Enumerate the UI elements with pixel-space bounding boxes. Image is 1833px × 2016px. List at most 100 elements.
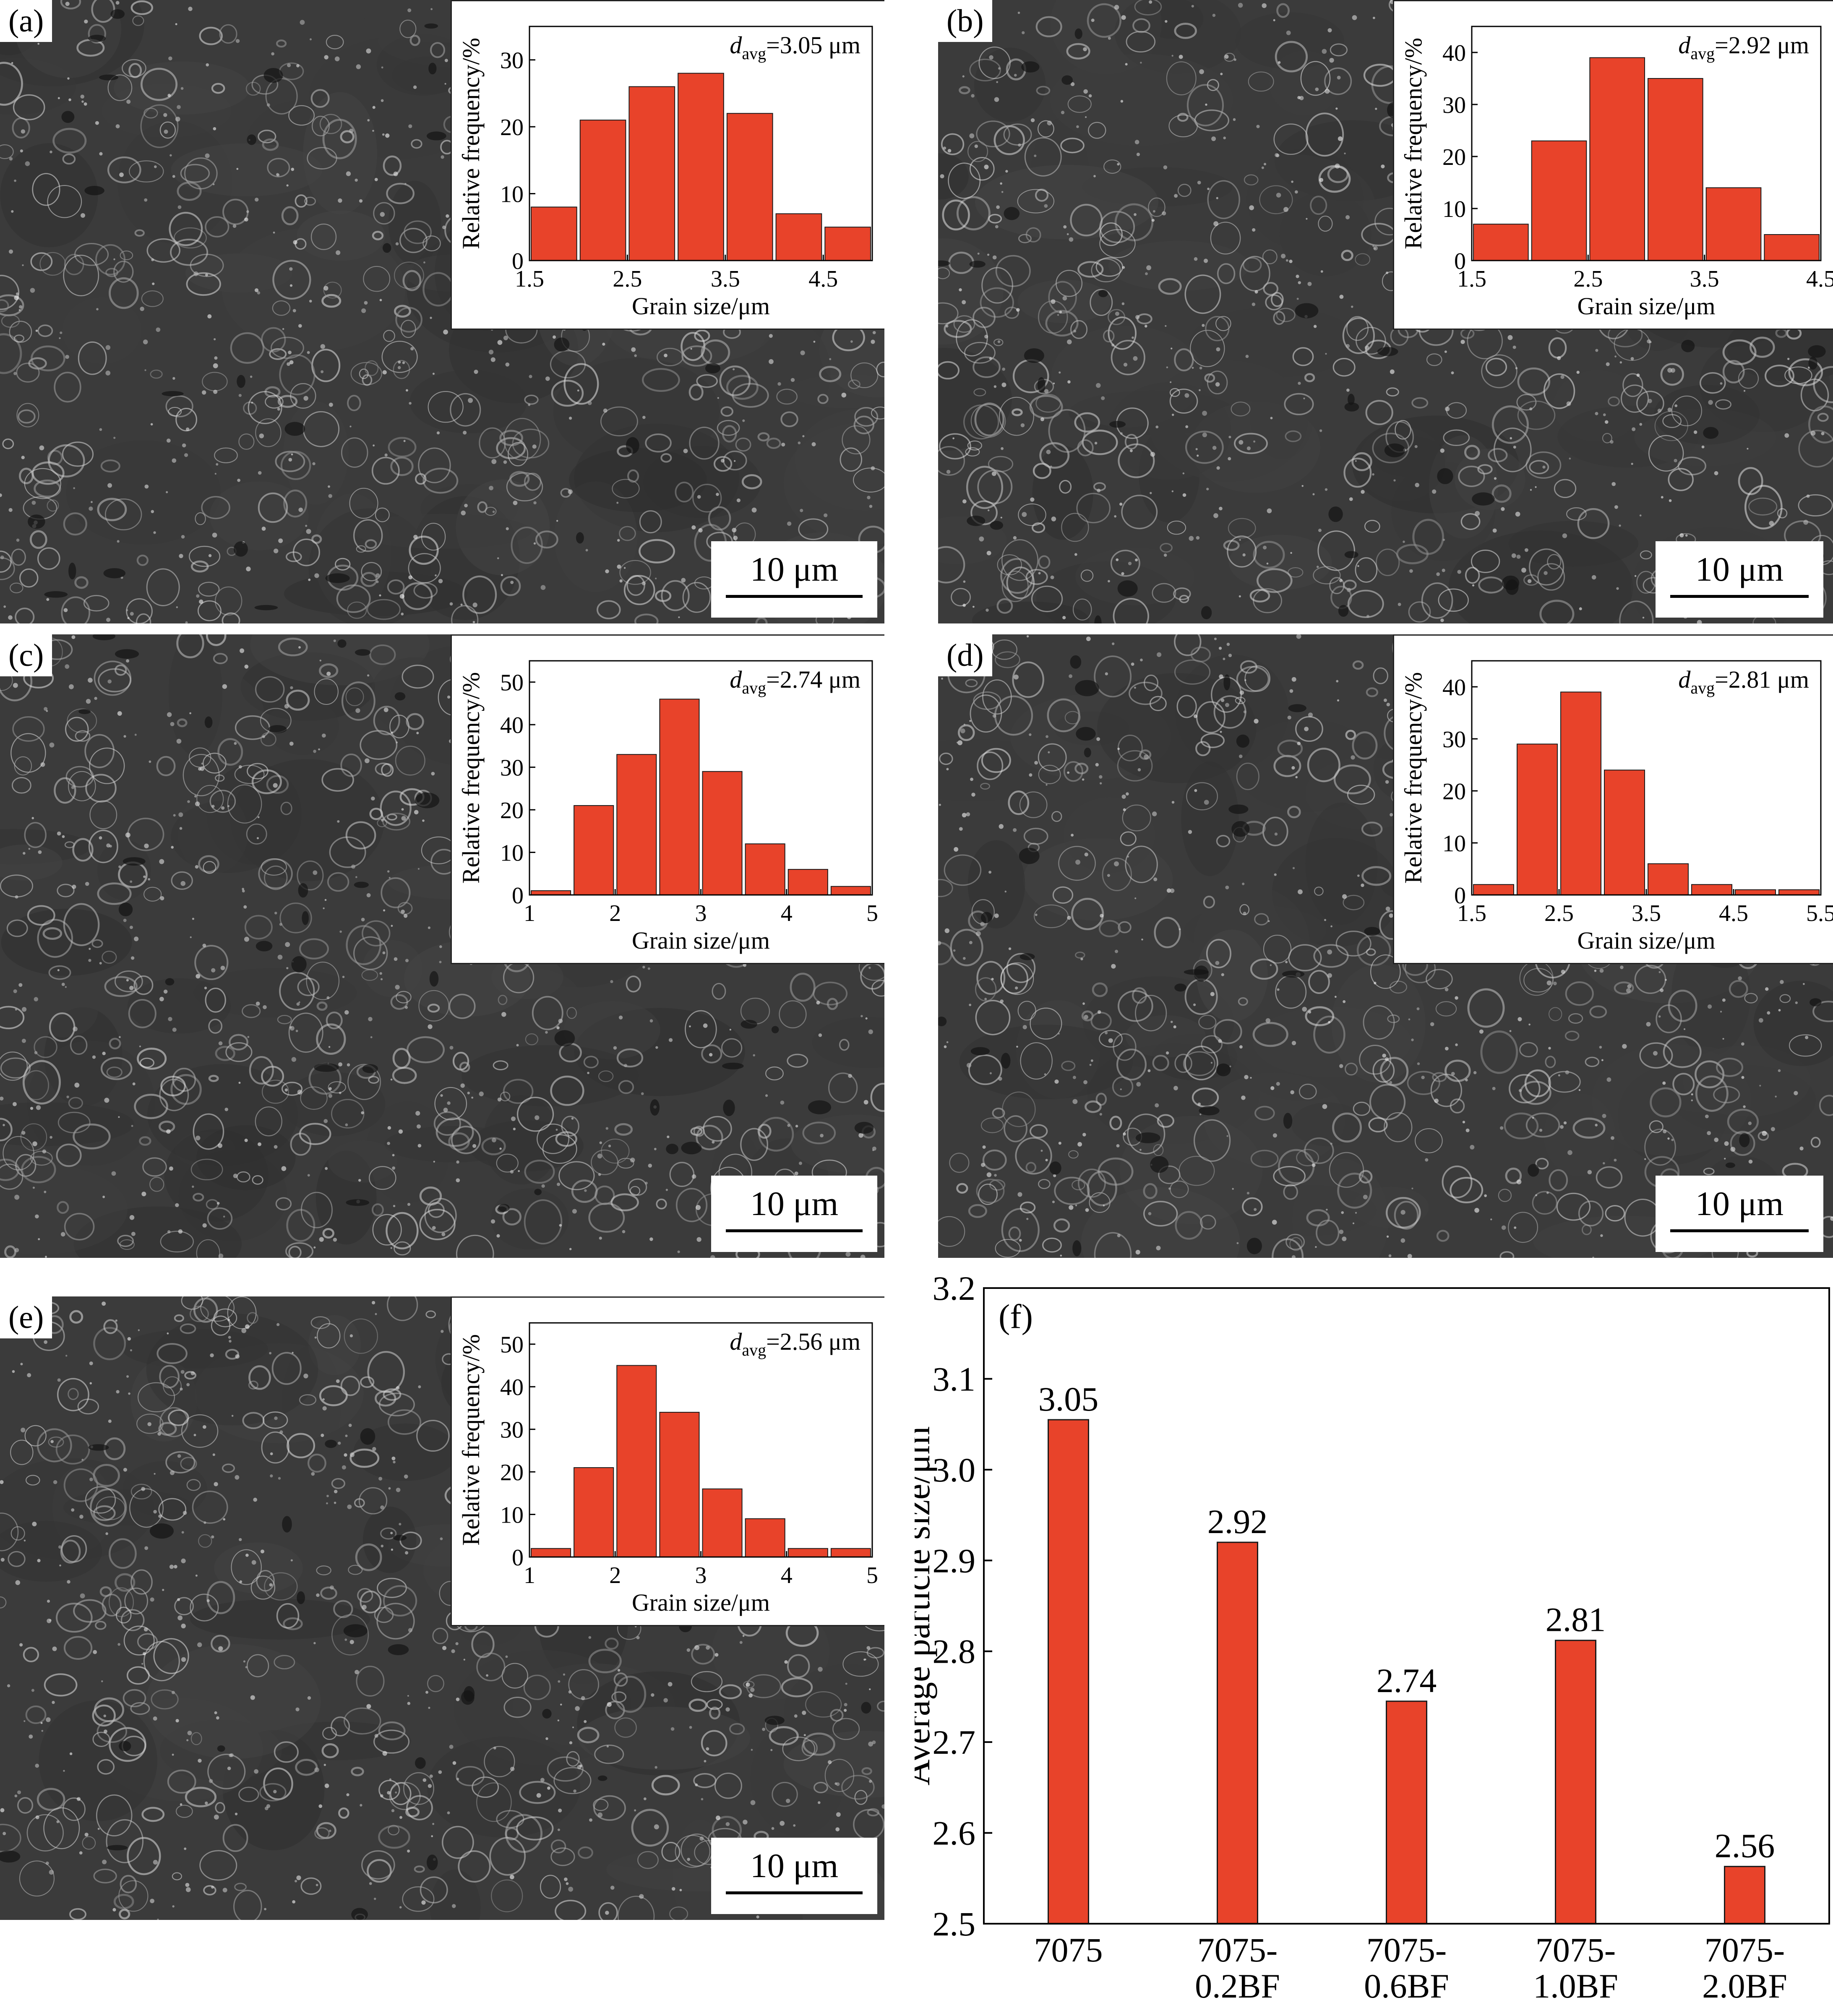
average-size-annotation: davg=2.74 μm — [730, 666, 860, 697]
y-tick-label: 2.8 — [933, 1633, 976, 1671]
histogram-bar — [531, 891, 571, 895]
category-label: 7075- — [1366, 1931, 1447, 1969]
histogram-bar — [831, 887, 871, 895]
histogram-bar — [617, 1365, 656, 1557]
y-tick-label: 30 — [500, 1417, 524, 1443]
scale-bar-line — [726, 595, 863, 598]
x-axis-label: Grain size/μm — [632, 1589, 770, 1616]
scale-bar-line — [726, 1891, 863, 1894]
average-size-bar — [1725, 1867, 1765, 1924]
x-tick-label: 1 — [524, 1562, 535, 1588]
histogram-bar — [1648, 78, 1703, 261]
x-axis-label: Grain size/μm — [1577, 292, 1715, 320]
y-tick-label: 10 — [500, 182, 524, 208]
panel-label: (c) — [0, 634, 52, 676]
histogram-bar — [1473, 884, 1514, 895]
y-tick-label: 30 — [1442, 727, 1466, 753]
histogram-bar — [788, 1549, 828, 1557]
average-size-bar — [1218, 1542, 1258, 1924]
category-label: 2.0BF — [1702, 1967, 1787, 2005]
scale-bar-line — [1670, 595, 1809, 598]
histogram-bar — [1692, 884, 1732, 895]
y-tick-label: 10 — [500, 1502, 524, 1528]
y-axis-label: Relative frequency/% — [457, 1334, 485, 1546]
category-label: 1.0BF — [1533, 1967, 1618, 2005]
y-tick-label: 20 — [500, 798, 524, 824]
x-tick-label: 1.5 — [515, 266, 544, 292]
y-axis-label: Relative frequency/% — [1400, 672, 1427, 884]
scale-bar-label: 10 μm — [1656, 550, 1823, 588]
panel-label: (f) — [999, 1297, 1033, 1335]
scale-bar-line — [1670, 1229, 1809, 1232]
bar-value-label: 3.05 — [1038, 1380, 1099, 1418]
y-tick-label: 20 — [1442, 144, 1466, 170]
histogram-bar — [1532, 141, 1587, 261]
category-label: 7075 — [1034, 1931, 1103, 1969]
histogram-bar — [1706, 188, 1761, 261]
scale-bar-label: 10 μm — [711, 1847, 877, 1885]
y-axis-label: Relative frequency/% — [457, 672, 485, 884]
scale-bar-line — [726, 1229, 863, 1232]
histogram-bar — [1517, 744, 1557, 895]
y-tick-label: 3.0 — [933, 1451, 976, 1489]
scale-bar-label: 10 μm — [711, 1185, 877, 1223]
histogram-bar — [1561, 692, 1601, 895]
x-tick-label: 5.5 — [1806, 900, 1833, 926]
y-tick-label: 2.9 — [933, 1541, 976, 1580]
x-tick-label: 4.5 — [808, 266, 838, 292]
category-label: 7075- — [1705, 1931, 1785, 1969]
y-tick-label: 20 — [500, 1460, 524, 1486]
y-tick-label: 40 — [1442, 675, 1466, 701]
y-tick-label: 40 — [500, 712, 524, 738]
bar-value-label: 2.92 — [1207, 1502, 1268, 1541]
y-tick-label: 40 — [500, 1374, 524, 1401]
y-axis-label: Relative frequency/% — [457, 38, 485, 249]
x-tick-label: 4 — [781, 900, 793, 926]
y-axis-label: Relative frequency/% — [1400, 38, 1427, 249]
y-tick-label: 3.1 — [933, 1360, 976, 1398]
histogram-bar — [574, 806, 613, 895]
y-tick-label: 2.6 — [933, 1814, 976, 1852]
histogram-bar — [776, 214, 822, 261]
category-label: 7075- — [1536, 1931, 1616, 1969]
histogram-bar — [825, 227, 871, 261]
average-size-bar — [1387, 1701, 1427, 1924]
panel-label: (e) — [0, 1296, 52, 1338]
histogram-bar — [1473, 224, 1528, 261]
x-tick-label: 5 — [866, 1562, 878, 1588]
y-tick-label: 20 — [500, 115, 524, 141]
category-label: 7075- — [1197, 1931, 1278, 1969]
histogram-bar — [703, 1489, 742, 1557]
y-tick-label: 50 — [500, 670, 524, 696]
bar-value-label: 2.74 — [1377, 1661, 1437, 1700]
x-tick-label: 1.5 — [1457, 900, 1486, 926]
x-tick-label: 4.5 — [1806, 266, 1833, 292]
scale-bar-label: 10 μm — [711, 550, 877, 588]
average-size-bar — [1048, 1420, 1089, 1924]
histogram-bar — [531, 207, 577, 261]
histogram-bar — [831, 1549, 871, 1557]
histogram-bar — [531, 1549, 571, 1557]
histogram-bar — [617, 754, 656, 895]
scale-bar-label: 10 μm — [1656, 1185, 1823, 1223]
histogram-bar — [1590, 57, 1645, 261]
y-tick-label: 20 — [1442, 779, 1466, 805]
average-particle-size-chart: 3.0570752.927075-0.2BF2.747075-0.6BF2.81… — [915, 1267, 1833, 2014]
histogram-bar — [660, 1412, 699, 1557]
scale-bar: 10 μm — [711, 1176, 877, 1252]
histogram-bar — [727, 113, 773, 261]
y-tick-label: 10 — [1442, 196, 1466, 222]
x-tick-label: 2 — [609, 1562, 621, 1588]
y-tick-label: 2.5 — [933, 1905, 976, 1943]
bar-value-label: 2.56 — [1715, 1827, 1775, 1865]
